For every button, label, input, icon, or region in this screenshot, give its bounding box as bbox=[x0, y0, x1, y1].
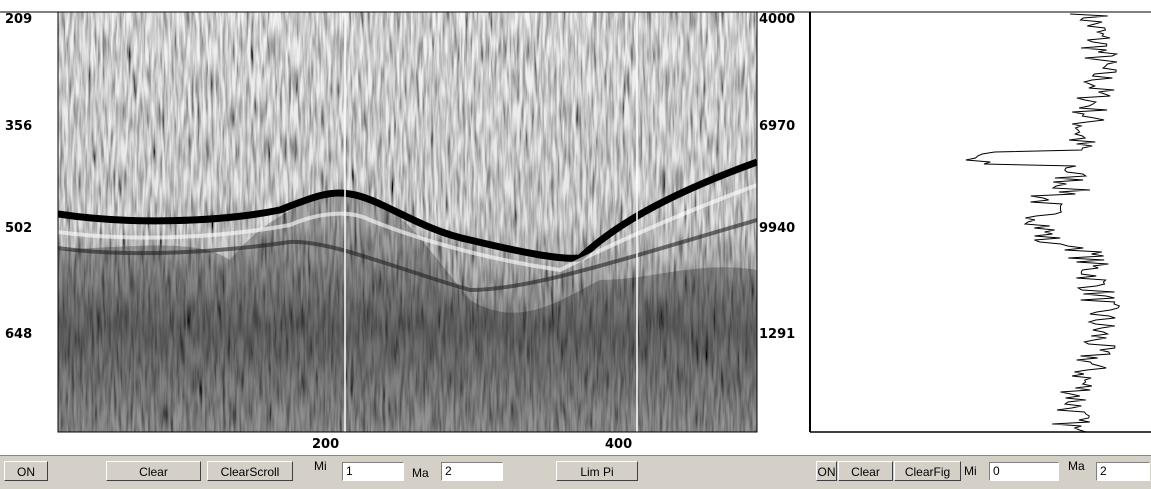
left-axis-label: 648 bbox=[5, 327, 33, 342]
min-label: Mi bbox=[964, 464, 977, 478]
clear-button[interactable]: Clear bbox=[106, 461, 201, 481]
max-label: Ma bbox=[1068, 459, 1085, 473]
min-input[interactable]: 1 bbox=[342, 462, 404, 481]
min-input[interactable]: 0 bbox=[989, 462, 1059, 481]
lim-button[interactable]: Lim Pi bbox=[556, 461, 638, 481]
toolbar: ON Clear ClearScroll Mi 1 Ma 2 Lim Pi ON… bbox=[0, 455, 1151, 489]
bottom-axis-label: 200 bbox=[312, 437, 340, 452]
bottom-axis-label: 400 bbox=[605, 437, 633, 452]
clear-fig-button[interactable]: ClearFig bbox=[894, 461, 961, 481]
right-axis-label: 1291 bbox=[759, 327, 796, 342]
clear-scroll-button[interactable]: ClearScroll bbox=[207, 461, 293, 481]
sonar-image bbox=[58, 12, 757, 432]
max-input[interactable]: 2 bbox=[441, 462, 503, 481]
left-axis-label: 209 bbox=[5, 12, 33, 27]
left-axis-label: 502 bbox=[5, 221, 33, 236]
min-label: Mi bbox=[314, 459, 327, 473]
right-axis-label: 4000 bbox=[759, 12, 796, 27]
trace bbox=[965, 13, 1121, 433]
display bbox=[0, 11, 1151, 433]
on-button[interactable]: ON bbox=[4, 461, 48, 481]
max-input[interactable]: 2 bbox=[1096, 462, 1150, 481]
right-axis-label: 6970 bbox=[759, 119, 796, 134]
on-button[interactable]: ON bbox=[816, 461, 837, 481]
right-axis-label: 9940 bbox=[759, 221, 796, 236]
clear-button[interactable]: Clear bbox=[838, 461, 893, 481]
left-axis-label: 356 bbox=[5, 119, 33, 134]
max-label: Ma bbox=[412, 466, 429, 480]
